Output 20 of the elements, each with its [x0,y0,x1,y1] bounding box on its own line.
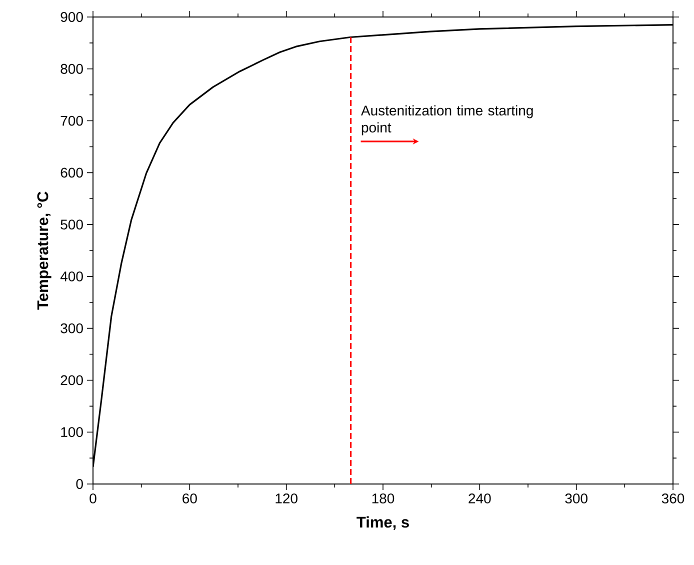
x-tick-label: 240 [468,494,491,504]
y-tick-label: 100 [61,427,83,438]
x-axis-title: Time, s [356,516,409,530]
y-tick-label: 400 [60,271,83,282]
x-tick-label: 60 [182,494,197,504]
y-tick-label: 500 [60,220,83,230]
x-tick-label: 300 [565,494,588,504]
y-tick-label: 0 [76,479,83,489]
y-tick-label: 800 [60,64,83,74]
x-tick-label: 360 [662,494,684,504]
y-tick-label: 700 [60,116,83,126]
y-tick-label: 300 [60,323,83,334]
y-tick-label: 200 [60,375,83,386]
y-tick-label: 600 [60,168,83,178]
y-axis-title: Temperature, °C [37,192,52,310]
ref-line-label: Austenitization time starting point [361,105,533,136]
x-tick-label: 0 [90,494,96,504]
x-tick-label: 180 [372,494,394,504]
x-tick-label: 120 [276,494,298,504]
y-tick-label: 900 [60,12,83,22]
